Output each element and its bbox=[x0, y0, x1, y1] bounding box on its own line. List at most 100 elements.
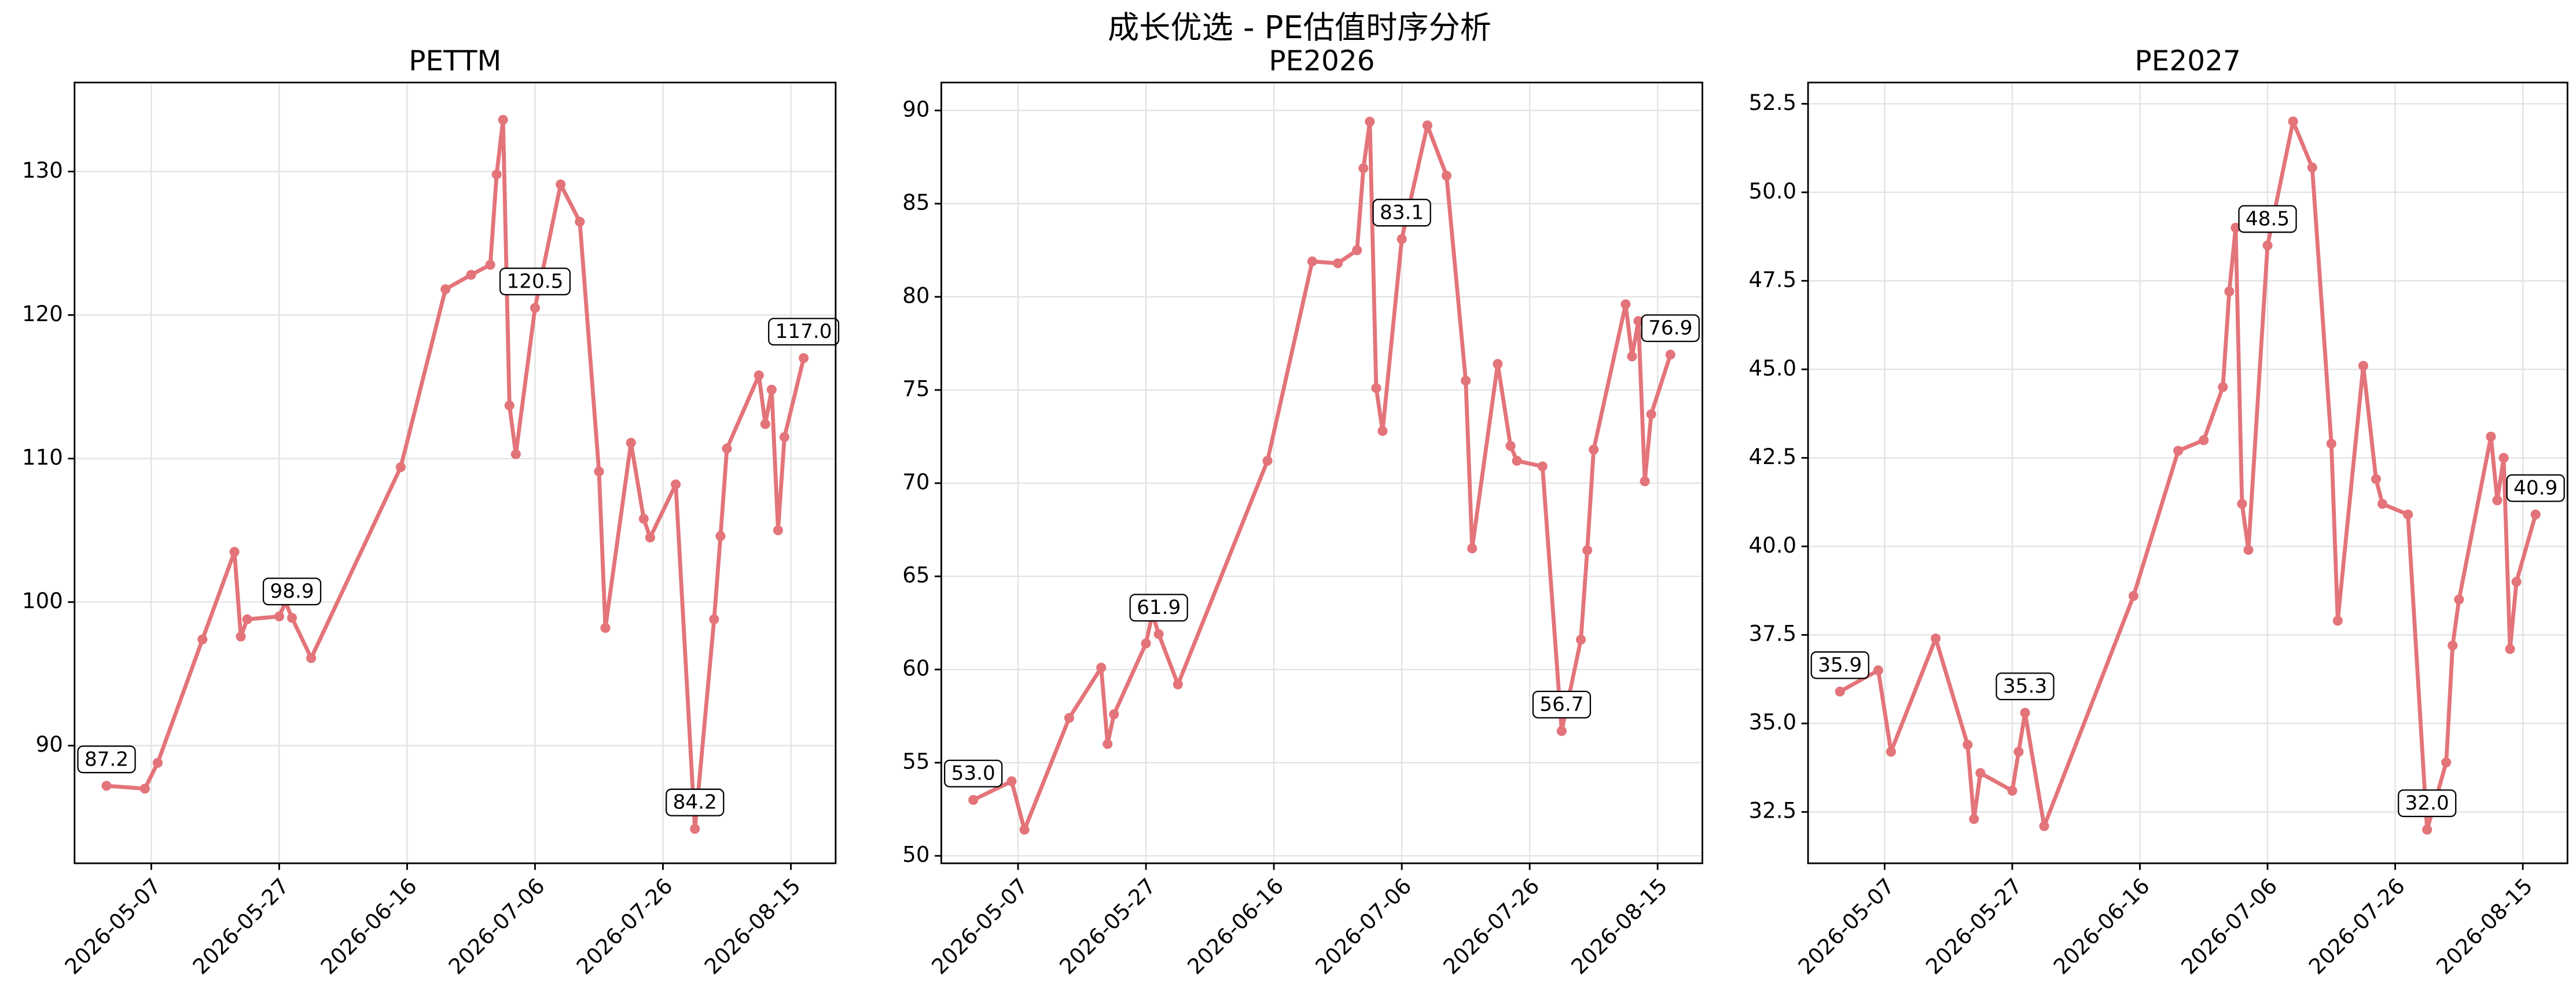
data-label: 32.0 bbox=[2398, 789, 2457, 818]
data-label: 35.9 bbox=[1810, 651, 1869, 679]
data-label: 56.7 bbox=[1532, 690, 1592, 719]
data-point bbox=[968, 794, 979, 805]
data-point bbox=[286, 613, 297, 623]
data-point bbox=[1441, 171, 1452, 181]
data-point bbox=[1537, 461, 1548, 472]
data-point bbox=[1512, 455, 1522, 466]
y-tick-label: 90 bbox=[902, 97, 929, 122]
data-point bbox=[1969, 814, 1979, 825]
data-point bbox=[395, 462, 406, 472]
data-point bbox=[575, 216, 585, 227]
data-point bbox=[2454, 594, 2464, 605]
data-label: 87.2 bbox=[77, 745, 136, 774]
data-label: 117.0 bbox=[768, 318, 840, 346]
data-point bbox=[1262, 455, 1273, 466]
data-point bbox=[1371, 383, 1381, 393]
y-tick-label: 47.5 bbox=[1749, 267, 1797, 292]
y-tick-label: 42.5 bbox=[1749, 444, 1797, 469]
data-point bbox=[1096, 663, 1107, 673]
data-point bbox=[1589, 444, 1599, 455]
data-point bbox=[2243, 545, 2254, 555]
data-point bbox=[2403, 509, 2413, 520]
data-point bbox=[1575, 634, 1586, 645]
data-point bbox=[556, 179, 566, 190]
y-tick-label: 40.0 bbox=[1749, 533, 1797, 558]
data-label-text: 117.0 bbox=[776, 320, 832, 343]
data-point bbox=[1173, 679, 1183, 690]
data-label: 40.9 bbox=[2506, 474, 2565, 502]
data-point bbox=[760, 419, 770, 429]
data-label-text: 40.9 bbox=[2513, 476, 2557, 499]
data-point bbox=[504, 400, 515, 411]
data-point bbox=[2358, 360, 2368, 371]
data-label: 120.5 bbox=[499, 267, 571, 296]
data-point bbox=[1963, 740, 1973, 750]
data-point bbox=[2224, 286, 2235, 297]
data-label-text: 84.2 bbox=[673, 791, 717, 814]
data-point bbox=[1931, 633, 1941, 643]
data-point bbox=[139, 783, 150, 794]
data-point bbox=[1665, 349, 1675, 360]
data-point bbox=[1886, 746, 1896, 757]
data-label: 48.5 bbox=[2238, 205, 2297, 233]
data-label-box bbox=[1372, 198, 1431, 227]
data-label-text: 56.7 bbox=[1539, 693, 1583, 716]
data-label-box bbox=[2506, 474, 2565, 502]
data-point bbox=[638, 514, 649, 524]
data-point bbox=[1333, 258, 1343, 268]
data-point bbox=[773, 525, 783, 536]
data-point bbox=[2218, 382, 2228, 392]
data-point bbox=[1646, 409, 1656, 420]
data-label: 83.1 bbox=[1372, 198, 1431, 227]
data-point bbox=[491, 169, 502, 179]
data-point bbox=[709, 614, 719, 624]
y-tick-label: 60 bbox=[902, 656, 929, 681]
data-label-box bbox=[768, 318, 840, 346]
data-point bbox=[645, 532, 655, 543]
y-tick-label: 80 bbox=[902, 283, 929, 308]
data-label-text: 32.0 bbox=[2405, 792, 2449, 815]
data-point bbox=[2237, 499, 2247, 509]
data-point bbox=[2498, 452, 2509, 463]
data-point bbox=[715, 531, 726, 541]
data-label: 98.9 bbox=[262, 577, 322, 606]
data-point bbox=[2326, 439, 2336, 449]
data-label-text: 76.9 bbox=[1648, 317, 1692, 340]
y-tick-label: 100 bbox=[22, 588, 63, 613]
data-point bbox=[1582, 545, 1593, 555]
data-point bbox=[152, 757, 163, 768]
data-label-box bbox=[1641, 314, 1700, 343]
data-point bbox=[1377, 426, 1388, 436]
data-label-box bbox=[666, 788, 725, 816]
data-point bbox=[1109, 709, 1119, 719]
plot-frame bbox=[940, 82, 1703, 864]
data-label-box bbox=[2398, 789, 2457, 818]
data-label-box bbox=[1810, 651, 1869, 679]
data-label-box bbox=[1532, 690, 1592, 719]
data-point bbox=[1505, 441, 1516, 451]
data-point bbox=[101, 781, 112, 791]
plot-frame bbox=[1807, 82, 2568, 864]
data-label: 35.3 bbox=[1996, 672, 2055, 701]
data-point bbox=[1019, 825, 1030, 835]
data-point bbox=[1365, 116, 1375, 127]
data-point bbox=[2013, 746, 2024, 757]
data-point bbox=[274, 611, 284, 621]
chart-title: PE2026 bbox=[1269, 45, 1375, 77]
y-tick-label: 120 bbox=[22, 301, 63, 326]
data-point bbox=[754, 370, 764, 381]
data-point bbox=[1422, 120, 1432, 131]
data-point bbox=[229, 547, 240, 557]
data-point bbox=[2448, 641, 2458, 651]
data-label-box bbox=[1996, 672, 2055, 701]
data-point bbox=[2307, 162, 2317, 173]
data-point bbox=[2505, 644, 2515, 654]
data-label-text: 98.9 bbox=[270, 580, 314, 603]
data-point bbox=[671, 479, 681, 490]
data-label-text: 83.1 bbox=[1380, 201, 1424, 224]
data-point bbox=[2288, 116, 2298, 127]
y-tick-label: 65 bbox=[902, 563, 929, 588]
data-point bbox=[1873, 665, 1883, 675]
